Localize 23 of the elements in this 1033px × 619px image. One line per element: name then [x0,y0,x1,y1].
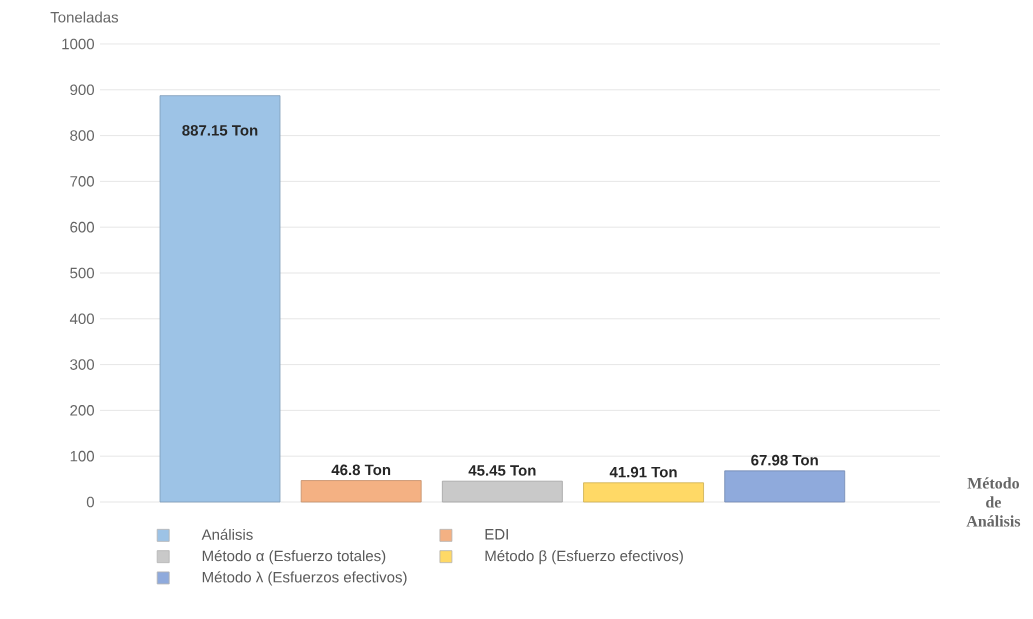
y-tick-label: 400 [69,313,95,325]
y-tick-label: 100 [70,450,95,462]
legend-label: Método β (Esfuerzo efectivos) [485,550,683,565]
data-label: 887.15 Ton [182,125,258,136]
y-tick-label: 0 [86,496,95,508]
y-tick-label: 900 [70,84,95,96]
data-label: 46.8 Ton [331,464,391,476]
y-tick-label: 300 [70,359,95,370]
y-tick-label: 500 [70,267,95,279]
data-label: 67.98 Ton [751,454,818,466]
legend-label: Análisis [201,528,253,540]
y-tick-label: 600 [70,221,95,233]
data-label: 41.91 Ton [609,466,677,478]
y-tick-label: 200 [70,405,95,416]
x-axis-title: Método de Análisis [966,477,1021,527]
legend-label: Método α (Esfuerzo totales) [202,550,386,565]
y-tick-label: 700 [70,176,95,187]
legend-label: EDI [485,529,508,540]
y-tick-label: 800 [70,130,95,141]
y-axis-title: Toneladas [50,11,119,23]
data-label: 45.45 Ton [468,465,536,476]
legend-label: Método λ (Esfuerzos efectivos) [202,571,407,586]
y-tick-label: 1000 [62,38,94,50]
